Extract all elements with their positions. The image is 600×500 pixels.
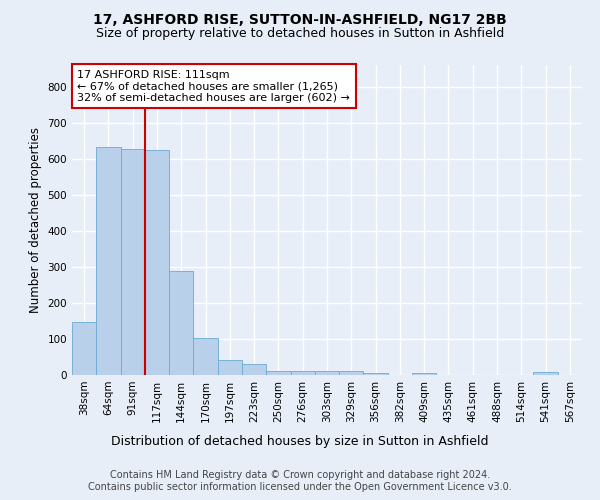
Bar [315,372,339,375]
Bar [412,373,436,375]
Bar [339,372,364,375]
Bar [72,322,96,375]
Bar [169,271,193,375]
Bar [364,373,388,375]
Bar [193,338,218,375]
Bar [290,372,315,375]
Y-axis label: Number of detached properties: Number of detached properties [29,127,42,313]
Bar [218,360,242,375]
Text: 17, ASHFORD RISE, SUTTON-IN-ASHFIELD, NG17 2BB: 17, ASHFORD RISE, SUTTON-IN-ASHFIELD, NG… [93,12,507,26]
Text: Size of property relative to detached houses in Sutton in Ashfield: Size of property relative to detached ho… [96,28,504,40]
Bar [533,372,558,375]
Text: 17 ASHFORD RISE: 111sqm
← 67% of detached houses are smaller (1,265)
32% of semi: 17 ASHFORD RISE: 111sqm ← 67% of detache… [77,70,350,103]
Bar [242,364,266,375]
Text: Distribution of detached houses by size in Sutton in Ashfield: Distribution of detached houses by size … [111,435,489,448]
Bar [121,148,145,375]
Bar [145,150,169,375]
Text: Contains HM Land Registry data © Crown copyright and database right 2024.: Contains HM Land Registry data © Crown c… [110,470,490,480]
Bar [266,370,290,375]
Bar [96,147,121,375]
Text: Contains public sector information licensed under the Open Government Licence v3: Contains public sector information licen… [88,482,512,492]
